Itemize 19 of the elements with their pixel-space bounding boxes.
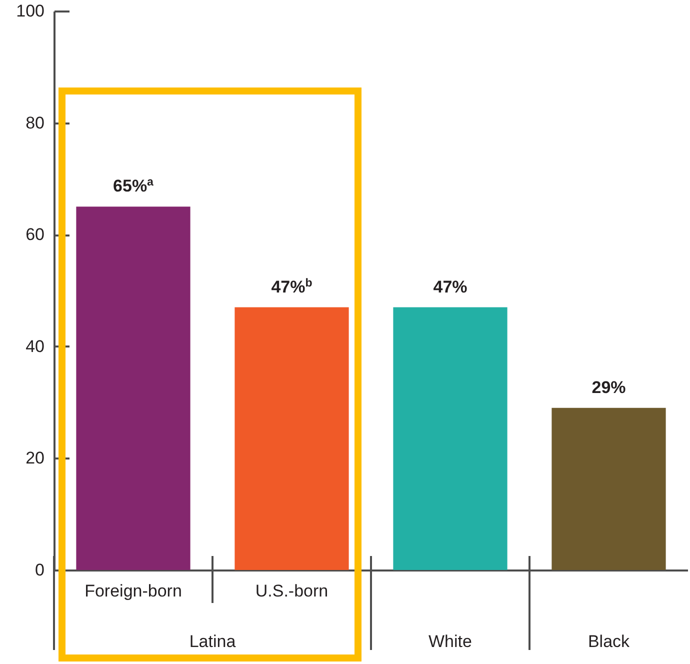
y-tick-label: 20 [26, 448, 44, 468]
bar [393, 307, 508, 570]
x-tick-label: White [428, 632, 472, 651]
y-tick-label: 60 [26, 225, 44, 244]
bar [234, 307, 349, 570]
x-tick-label: Foreign-born [84, 582, 182, 600]
data-label: 47% [433, 277, 468, 296]
y-tick-label: 100 [16, 2, 44, 20]
bar [552, 408, 666, 570]
data-label: 65%$^{a}$ [113, 176, 154, 196]
x-tick-label: U.S.-born [255, 582, 328, 600]
x-tick-label: Black [588, 632, 630, 651]
data-label: 29% [592, 378, 626, 397]
y-tick-label: 40 [26, 336, 44, 356]
text: Latina [189, 632, 236, 651]
y-tick-label: 80 [26, 113, 44, 132]
bar [76, 206, 190, 570]
y-tick-label: 0 [35, 560, 44, 580]
data-label: 47%$^{b}$ [271, 277, 312, 296]
